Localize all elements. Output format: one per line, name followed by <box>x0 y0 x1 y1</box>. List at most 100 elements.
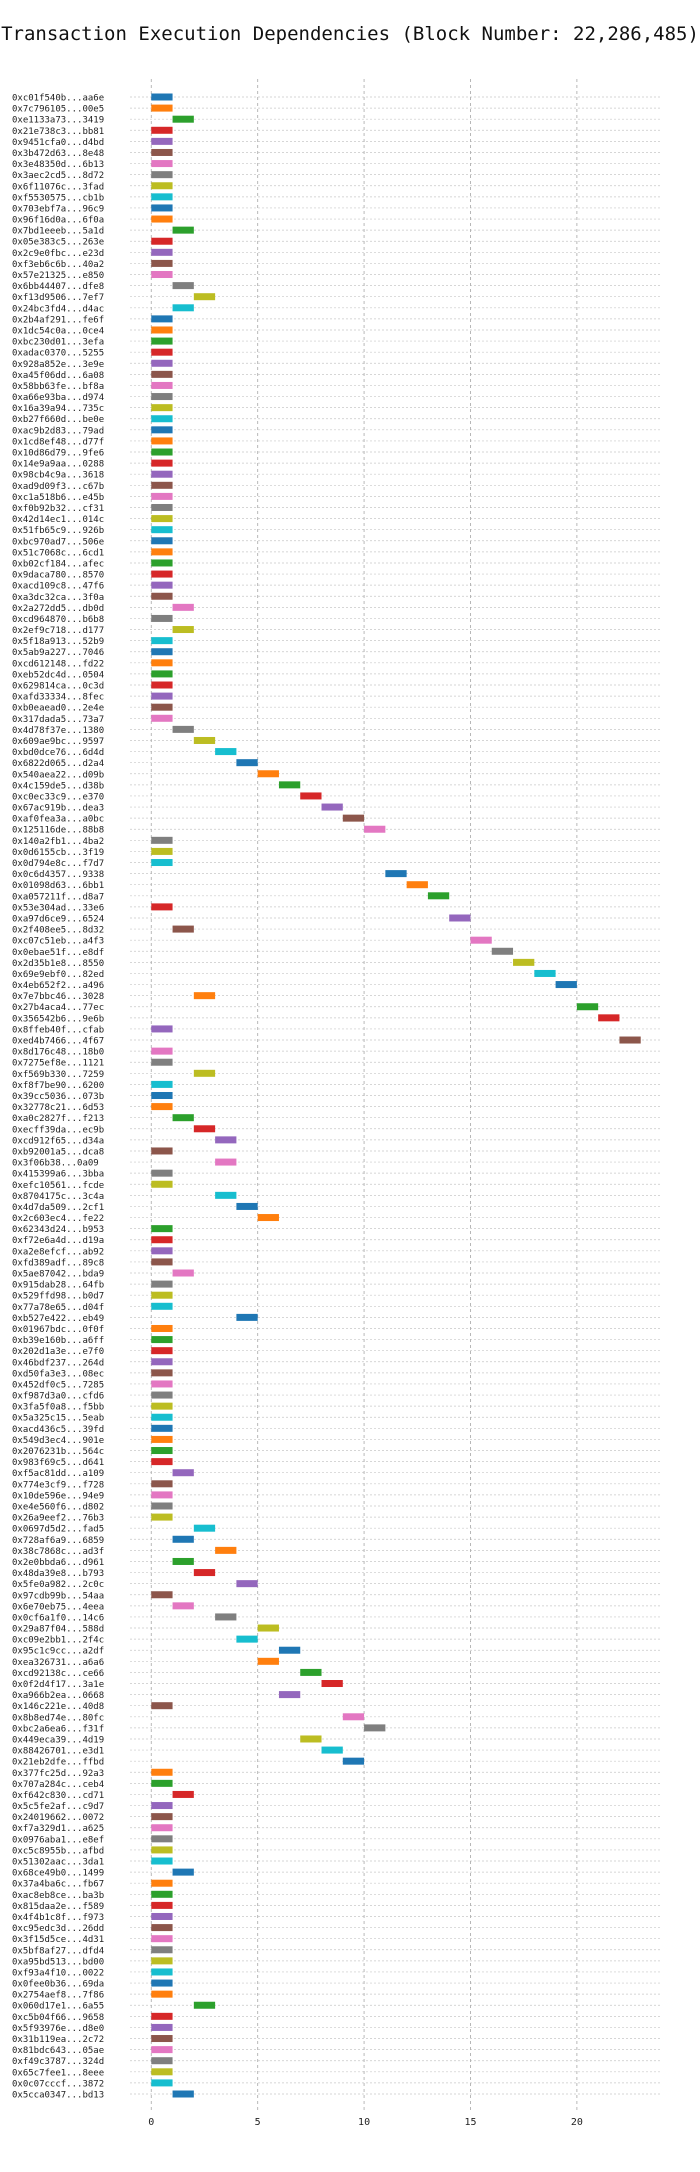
task-bar[interactable] <box>151 1147 173 1155</box>
task-bar[interactable] <box>172 1114 194 1122</box>
task-bar[interactable] <box>236 1635 258 1643</box>
task-bar[interactable] <box>151 2012 173 2020</box>
task-bar[interactable] <box>193 1125 216 1133</box>
task-bar[interactable] <box>151 1324 173 1332</box>
task-bar[interactable] <box>151 1025 173 1033</box>
task-bar[interactable] <box>151 637 173 645</box>
task-bar[interactable] <box>449 914 471 922</box>
task-bar[interactable] <box>151 847 173 855</box>
task-bar[interactable] <box>151 648 173 656</box>
task-bar[interactable] <box>151 448 173 456</box>
task-bar[interactable] <box>151 204 173 212</box>
task-bar[interactable] <box>278 781 301 789</box>
task-bar[interactable] <box>172 1469 194 1477</box>
task-bar[interactable] <box>151 2068 173 2076</box>
task-bar[interactable] <box>151 1047 173 1055</box>
task-bar[interactable] <box>151 1258 173 1266</box>
task-bar[interactable] <box>172 115 194 123</box>
task-bar[interactable] <box>151 1380 173 1388</box>
task-bar[interactable] <box>151 1103 173 1111</box>
task-bar[interactable] <box>151 1802 173 1810</box>
task-bar[interactable] <box>151 160 173 168</box>
task-bar[interactable] <box>193 293 216 301</box>
task-bar[interactable] <box>151 1890 173 1898</box>
task-bar[interactable] <box>172 1557 194 1565</box>
task-bar[interactable] <box>151 1979 173 1987</box>
task-bar[interactable] <box>151 1458 173 1466</box>
task-bar[interactable] <box>151 1180 173 1188</box>
task-bar[interactable] <box>151 670 173 678</box>
task-bar[interactable] <box>151 1336 173 1344</box>
task-bar[interactable] <box>151 1779 173 1787</box>
task-bar[interactable] <box>172 282 194 290</box>
task-bar[interactable] <box>151 1280 173 1288</box>
task-bar[interactable] <box>151 714 173 722</box>
task-bar[interactable] <box>151 1924 173 1932</box>
task-bar[interactable] <box>151 681 173 689</box>
task-bar[interactable] <box>151 659 173 667</box>
task-bar[interactable] <box>151 1447 173 1455</box>
task-bar[interactable] <box>151 1768 173 1776</box>
task-bar[interactable] <box>151 1291 173 1299</box>
task-bar[interactable] <box>215 1136 237 1144</box>
task-bar[interactable] <box>321 1746 343 1754</box>
task-bar[interactable] <box>193 1069 216 1077</box>
task-bar[interactable] <box>151 1358 173 1366</box>
task-bar[interactable] <box>151 381 173 389</box>
task-bar[interactable] <box>172 626 194 634</box>
task-bar[interactable] <box>151 1347 173 1355</box>
task-bar[interactable] <box>236 1313 258 1321</box>
task-bar[interactable] <box>385 870 407 878</box>
task-bar[interactable] <box>151 370 173 378</box>
task-bar[interactable] <box>193 992 216 1000</box>
task-bar[interactable] <box>151 182 173 190</box>
task-bar[interactable] <box>151 470 173 478</box>
task-bar[interactable] <box>172 1602 194 1610</box>
task-bar[interactable] <box>151 692 173 700</box>
task-bar[interactable] <box>215 1613 237 1621</box>
task-bar[interactable] <box>151 1846 173 1854</box>
task-bar[interactable] <box>278 1646 301 1654</box>
task-bar[interactable] <box>172 725 194 733</box>
task-bar[interactable] <box>151 126 173 134</box>
task-bar[interactable] <box>151 1935 173 1943</box>
task-bar[interactable] <box>151 537 173 545</box>
task-bar[interactable] <box>151 515 173 523</box>
task-bar[interactable] <box>151 1480 173 1488</box>
task-bar[interactable] <box>151 393 173 401</box>
task-bar[interactable] <box>151 437 173 445</box>
task-bar[interactable] <box>151 1824 173 1832</box>
task-bar[interactable] <box>321 1680 343 1688</box>
task-bar[interactable] <box>151 836 173 844</box>
task-bar[interactable] <box>151 215 173 223</box>
task-bar[interactable] <box>193 1524 216 1532</box>
task-bar[interactable] <box>151 2023 173 2031</box>
task-bar[interactable] <box>151 171 173 179</box>
task-bar[interactable] <box>151 592 173 600</box>
task-bar[interactable] <box>151 1058 173 1066</box>
task-bar[interactable] <box>151 1702 173 1710</box>
task-bar[interactable] <box>151 1857 173 1865</box>
task-bar[interactable] <box>151 526 173 534</box>
task-bar[interactable] <box>172 2090 194 2098</box>
task-bar[interactable] <box>236 759 258 767</box>
task-bar[interactable] <box>598 1014 620 1022</box>
task-bar[interactable] <box>151 703 173 711</box>
task-bar[interactable] <box>342 1713 365 1721</box>
task-bar[interactable] <box>151 248 173 256</box>
task-bar[interactable] <box>151 1591 173 1599</box>
task-bar[interactable] <box>151 1236 173 1244</box>
task-bar[interactable] <box>151 570 173 578</box>
task-bar[interactable] <box>151 559 173 567</box>
task-bar[interactable] <box>215 748 237 756</box>
task-bar[interactable] <box>151 1402 173 1410</box>
task-bar[interactable] <box>172 1269 194 1277</box>
task-bar[interactable] <box>534 969 556 977</box>
task-bar[interactable] <box>151 1912 173 1920</box>
task-bar[interactable] <box>151 193 173 201</box>
task-bar[interactable] <box>172 603 194 611</box>
task-bar[interactable] <box>236 1202 258 1210</box>
task-bar[interactable] <box>151 2057 173 2065</box>
task-bar[interactable] <box>215 1191 237 1199</box>
task-bar[interactable] <box>151 359 173 367</box>
